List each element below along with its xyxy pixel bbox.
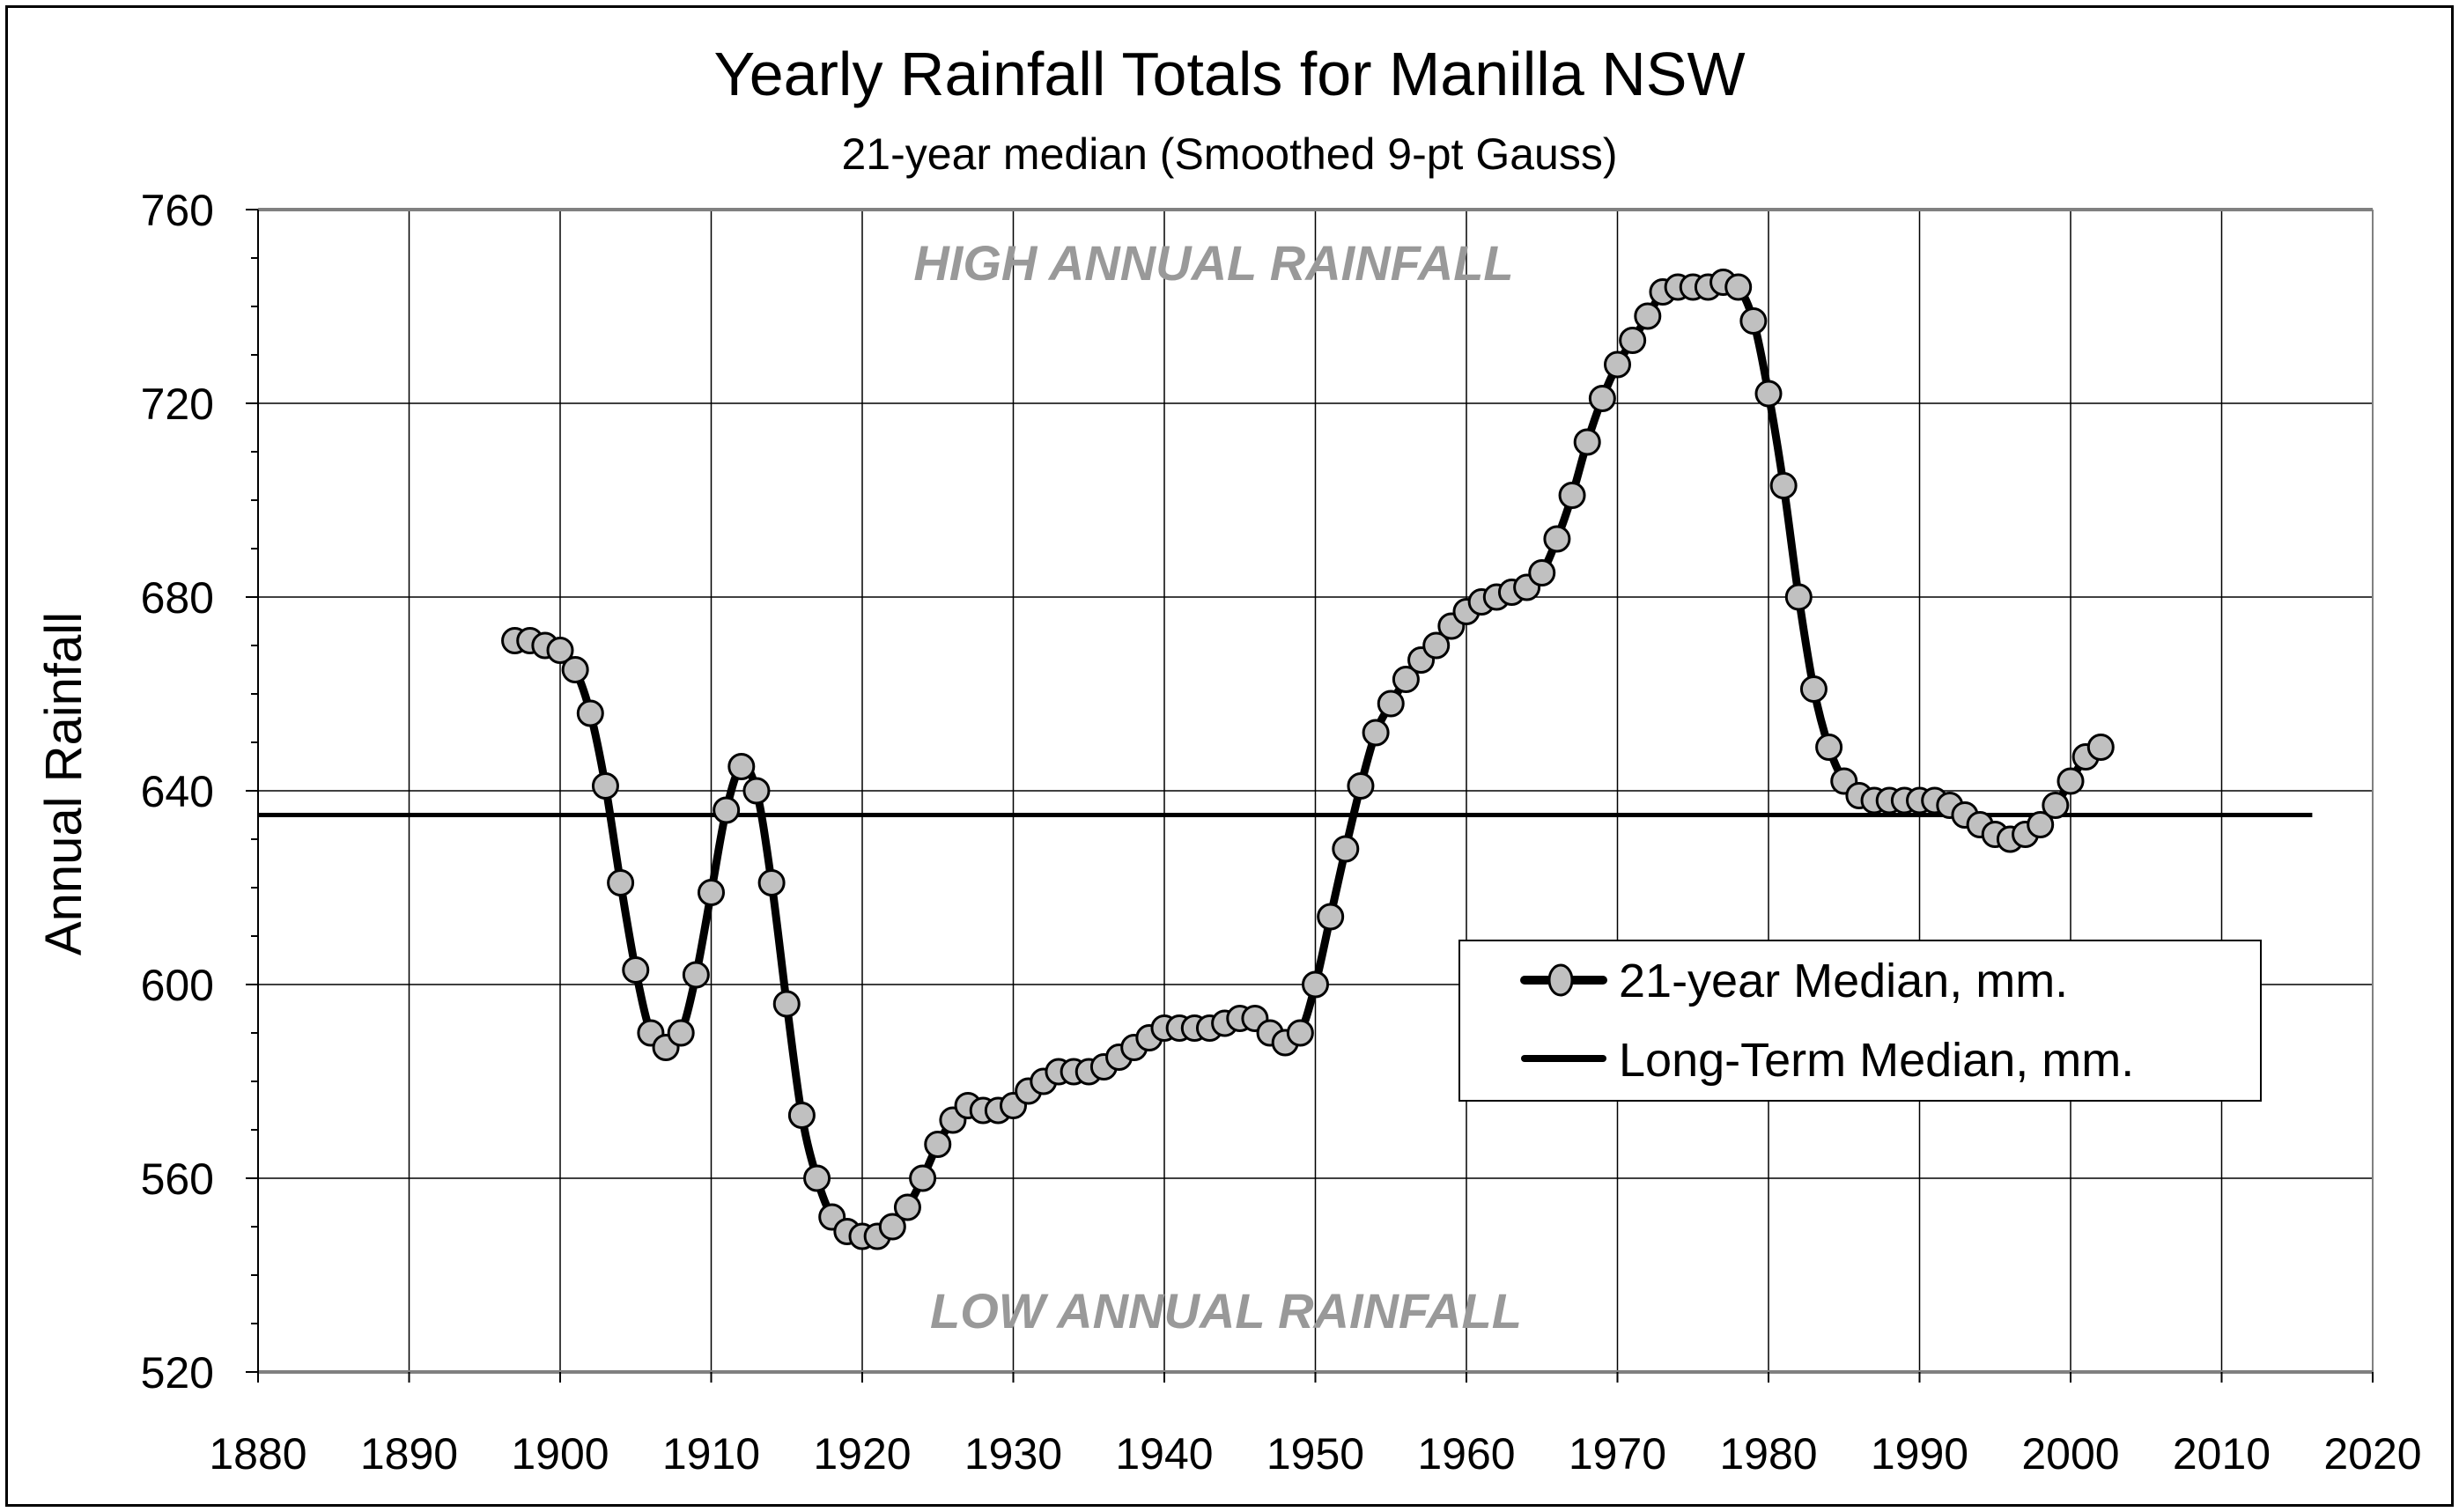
median21-point: [1286, 1019, 1314, 1047]
median21-point: [1392, 666, 1420, 693]
median21-point: [1604, 350, 1631, 379]
median21-point: [546, 637, 574, 664]
x-tick-label: 1930: [964, 1429, 1062, 1479]
x-tick-label: 2020: [2323, 1429, 2421, 1479]
x-tick-label: 1960: [1417, 1429, 1515, 1479]
x-tick-label: 1910: [662, 1429, 760, 1479]
median21-point: [893, 1193, 921, 1221]
median21-point: [878, 1213, 906, 1241]
chart-title: Yearly Rainfall Totals for Manilla NSW: [713, 40, 1745, 108]
median21-point: [772, 990, 801, 1018]
median21-point: [787, 1102, 816, 1129]
median21-point: [909, 1164, 937, 1192]
median21-point: [1799, 675, 1828, 703]
chart-frame: [5, 5, 2454, 1507]
annotation-low: LOW ANNUAL RAINFALL: [930, 1283, 1522, 1339]
x-tick-label: 1980: [1719, 1429, 1817, 1479]
median21-point: [1543, 525, 1571, 553]
median21-point: [1784, 583, 1813, 611]
median21-point: [1347, 772, 1375, 800]
median21-point: [1769, 472, 1798, 499]
legend-box: [1458, 940, 2262, 1102]
median21-point: [2057, 767, 2085, 795]
legend-marker-median21: [1547, 963, 1574, 997]
median21-point: [1634, 302, 1662, 330]
axes: [246, 209, 2374, 1383]
median21-point: [1362, 719, 1390, 747]
y-tick-label: 560: [141, 1154, 214, 1204]
median21-point: [2027, 811, 2055, 838]
median21-point: [1754, 380, 1783, 408]
median21-point: [1588, 385, 1616, 412]
median21-point: [607, 869, 635, 896]
median21-point: [1422, 631, 1451, 660]
median21-point: [742, 777, 771, 805]
x-tick-label: 1950: [1266, 1429, 1364, 1479]
median21-point: [1815, 734, 1843, 761]
annotation-high: HIGH ANNUAL RAINFALL: [913, 235, 1513, 291]
median21-point: [698, 879, 725, 906]
median21-point: [682, 961, 710, 989]
median21-point: [1302, 970, 1329, 999]
gridlines: [258, 208, 2374, 1374]
legend: 21-year Median, mm. Long-Term Median, mm…: [1458, 940, 2262, 1102]
y-tick-label: 600: [141, 961, 214, 1010]
median21-point: [667, 1019, 695, 1047]
y-tick-label: 520: [141, 1348, 214, 1398]
y-axis-label: Annual Rainfall: [35, 612, 92, 955]
median21-point: [591, 772, 619, 800]
x-tick-label: 1990: [1871, 1429, 1968, 1479]
chart-subtitle: 21-year median (Smoothed 9-pt Gauss): [842, 129, 1618, 179]
median21-point: [1377, 690, 1405, 718]
x-tick-label: 1880: [209, 1429, 306, 1479]
x-tick-label: 1940: [1115, 1429, 1213, 1479]
x-tick-labels: 1880 1890 1900 1910 1920 1930 1940 1950 1960 1970…: [209, 1429, 2421, 1479]
median21-point: [1332, 835, 1360, 863]
median21-point: [561, 656, 589, 683]
median21-point: [1573, 428, 1601, 456]
x-tick-label: 2010: [2173, 1429, 2271, 1479]
median21-point: [1317, 903, 1345, 931]
median21-point: [727, 753, 756, 780]
x-tick-label: 2000: [2021, 1429, 2119, 1479]
median21-point: [1724, 273, 1753, 301]
y-tick-label: 720: [141, 380, 214, 429]
x-tick-label: 1920: [813, 1429, 911, 1479]
median21-point: [803, 1164, 831, 1192]
y-tick-label: 680: [141, 573, 214, 623]
median21-point: [713, 796, 741, 824]
median21-point: [1558, 482, 1586, 509]
median21-point: [2086, 734, 2115, 761]
x-tick-label: 1900: [511, 1429, 609, 1479]
median21-point: [622, 956, 650, 984]
x-tick-label: 1970: [1569, 1429, 1666, 1479]
x-tick-label: 1890: [360, 1429, 458, 1479]
median21-point: [757, 869, 786, 896]
y-tick-labels: 520 560 600 640 680 720 760: [141, 186, 214, 1398]
median21-point: [1619, 327, 1647, 354]
median21-point: [2042, 792, 2070, 819]
y-tick-label: 760: [141, 186, 214, 235]
legend-label-median21: 21-year Median, mm.: [1619, 955, 2068, 1007]
legend-label-longterm: Long-Term Median, mm.: [1619, 1034, 2134, 1087]
median21-point: [1739, 307, 1768, 335]
median21-point: [924, 1131, 952, 1158]
series-group: [258, 269, 2313, 1250]
y-tick-label: 640: [141, 767, 214, 816]
median21-point: [1528, 559, 1556, 586]
median21-point: [576, 699, 604, 727]
